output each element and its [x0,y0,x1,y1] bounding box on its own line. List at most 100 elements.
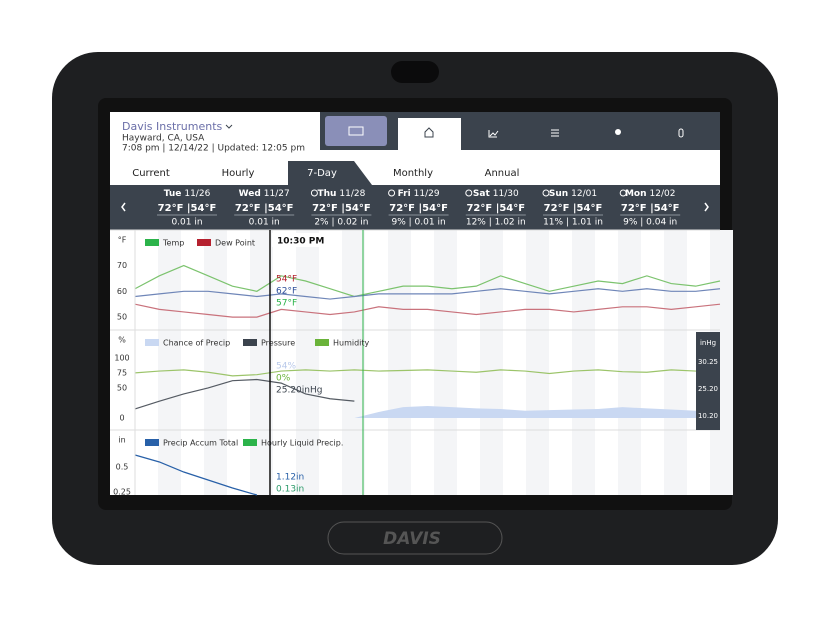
dropdown-icon[interactable] [225,124,233,129]
forecast-temps: 72°F |54°F [544,203,603,214]
y-tick-label: 75 [117,368,127,377]
y-tick-label: 50 [117,313,127,322]
stripe [664,230,687,495]
home-icon [424,127,434,138]
date: 12/01 [571,189,597,199]
legend-swatch [197,239,211,246]
readout: 0% [276,374,291,384]
forecast-day[interactable]: Mon 12/02 [625,189,675,199]
sun-icon [310,189,318,197]
legend-swatch [315,339,329,346]
stripe [434,230,457,495]
unit-label: % [118,336,126,345]
y-tick-label: 50 [117,383,127,392]
forecast-temps: 72°F |54°F [235,203,294,214]
forecast-arrows[interactable] [121,202,709,212]
series-line [134,454,258,496]
legend-swatch [145,439,159,446]
home-tab[interactable] [398,118,461,150]
station-button[interactable] [325,116,387,146]
tab[interactable]: Monthly [393,168,433,179]
legend-swatch [243,439,257,446]
active-tab[interactable] [288,161,372,185]
right-tick-label: 10.20 [698,412,718,420]
forecast-day[interactable]: Fri 11/29 [398,189,440,199]
forecast-temps: 72°F |54°F [312,203,371,214]
day: Mon [625,189,647,199]
alert-icon[interactable] [678,128,684,138]
tab[interactable]: Annual [485,168,520,179]
stripe [158,230,181,495]
y-tick-label: 70 [117,261,127,270]
date: 11/27 [264,189,290,199]
readout: 1.12in [276,473,304,483]
right-axis-unit: inHg [700,339,716,347]
right-tick-label: 25.20 [698,385,718,393]
unit-label: °F [118,236,127,245]
readout: 54% [276,362,296,372]
day: Wed [239,189,261,199]
date: 12/02 [650,189,676,199]
forecast-precip: 12% | 1.02 in [466,218,526,228]
legend-label: Chance of Precip [163,339,230,348]
cursor-time: 10:30 PM [277,237,324,247]
legend-label: Humidity [333,339,370,348]
forecast-precip: 9% | 0.04 in [623,218,677,228]
stripe [296,230,319,495]
forecast-precip: 9% | 0.01 in [392,218,446,228]
forecast-day[interactable]: Sat 11/30 [473,189,519,199]
forecast-day[interactable]: Sun 12/01 [549,189,597,199]
stripe [618,230,641,495]
forecast-day[interactable]: Thu 11/28 [317,189,365,199]
legend-label: Hourly Liquid Precip. [261,439,343,448]
y-tick-label: 0.5 [116,463,129,472]
tab[interactable]: Current [132,168,170,179]
legend-label: Precip Accum Total [163,439,238,448]
series-line [134,378,355,410]
day: Fri [398,189,411,199]
camera [391,61,439,83]
y-tick-label: 0 [119,413,124,422]
status: 7:08 pm | 12/14/22 | Updated: 12:05 pm [122,144,305,154]
day: Sat [473,189,491,199]
stripe [388,230,411,495]
legend-label: Dew Point [215,239,255,248]
forecast-temps: 72°F |54°F [621,203,680,214]
sun-icon [388,189,396,197]
map-icon[interactable] [615,129,621,135]
forecast-precip: 11% | 1.01 in [543,218,603,228]
tab[interactable]: Hourly [222,168,255,179]
sun-icon [542,189,550,197]
forecast-day[interactable]: Tue 11/26 [164,189,211,199]
readout: 54°F [276,275,297,285]
stripe [526,230,549,495]
forecast-precip: 0.01 in [171,218,202,228]
station-name[interactable]: Davis Instruments [122,120,223,133]
date: 11/29 [414,189,440,199]
forecast-day[interactable]: Wed 11/27 [239,189,290,199]
stripe [572,230,595,495]
forecast-temps: 72°F |54°F [466,203,525,214]
readout: 57°F [276,299,297,309]
date: 11/26 [184,189,210,199]
chart-icon[interactable] [488,130,499,138]
sun-icon [619,189,627,197]
stripe [480,230,503,495]
readout: 62°F [276,287,297,297]
list-icon[interactable] [551,129,559,137]
readout: 25.20inHg [276,386,322,396]
legend-label: Temp [162,239,184,248]
tab[interactable]: 7-Day [307,168,337,179]
legend-label: Pressure [261,339,295,348]
right-axis [696,332,720,430]
cursor-label-bg [272,233,322,247]
y-tick-label: 100 [114,353,129,362]
location: Hayward, CA, USA [122,134,205,144]
sun-icon [465,189,473,197]
unit-label: in [118,436,125,445]
date: 11/28 [339,189,365,199]
precip-chance-area [135,405,720,418]
forecast-temps: 72°F |54°F [389,203,448,214]
y-tick-label: 0.25 [113,488,131,497]
